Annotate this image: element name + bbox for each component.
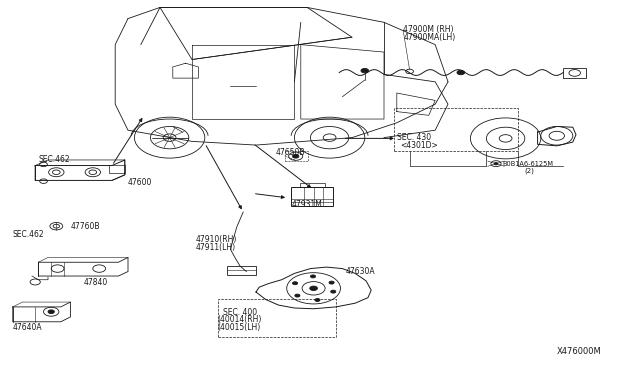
Circle shape <box>494 163 498 165</box>
Text: 47931M: 47931M <box>291 200 322 209</box>
Circle shape <box>295 294 300 297</box>
Text: SEC.462: SEC.462 <box>38 155 70 164</box>
Text: 47600: 47600 <box>128 178 152 187</box>
Circle shape <box>331 290 336 293</box>
Text: 47900MA(LH): 47900MA(LH) <box>403 33 456 42</box>
Circle shape <box>292 282 298 285</box>
Text: SEC.462: SEC.462 <box>13 230 44 239</box>
Text: 47640A: 47640A <box>13 323 42 332</box>
Text: 47911(LH): 47911(LH) <box>195 243 236 252</box>
Text: 47630A: 47630A <box>346 267 375 276</box>
Text: 47900M (RH): 47900M (RH) <box>403 25 454 34</box>
Circle shape <box>457 70 465 75</box>
Circle shape <box>315 298 320 301</box>
Text: (40015(LH): (40015(LH) <box>218 323 261 332</box>
Bar <box>563 68 586 78</box>
Circle shape <box>292 154 299 158</box>
Text: <4301D>: <4301D> <box>400 141 438 150</box>
Bar <box>394 108 518 151</box>
Text: X476000M: X476000M <box>557 347 602 356</box>
Circle shape <box>310 286 317 291</box>
Bar <box>291 187 333 206</box>
Text: 47650B: 47650B <box>275 148 305 157</box>
Text: SEC. 430: SEC. 430 <box>397 133 431 142</box>
Text: 47760B: 47760B <box>70 222 100 231</box>
Bar <box>227 266 256 275</box>
Text: B0B1A6-6125M: B0B1A6-6125M <box>502 161 554 167</box>
Text: (2): (2) <box>525 168 534 174</box>
Text: (40014(RH): (40014(RH) <box>218 315 262 324</box>
Text: 47910(RH): 47910(RH) <box>195 235 237 244</box>
Text: 47840: 47840 <box>83 278 108 287</box>
Circle shape <box>48 310 54 314</box>
Circle shape <box>329 281 334 284</box>
Text: SEC. 400: SEC. 400 <box>223 308 257 317</box>
Circle shape <box>310 275 316 278</box>
Bar <box>218 299 336 337</box>
Bar <box>285 151 308 161</box>
Bar <box>300 183 325 187</box>
Bar <box>109 165 125 173</box>
Circle shape <box>361 68 369 73</box>
